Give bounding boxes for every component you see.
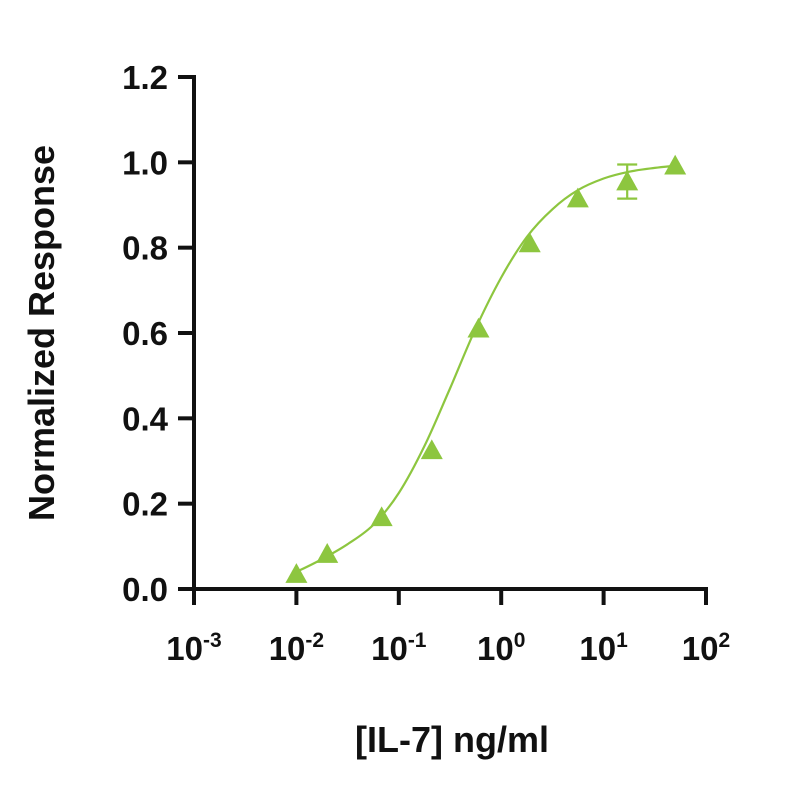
- data-point-triangle: [420, 439, 443, 460]
- x-tick-label: 102: [682, 629, 730, 667]
- x-tick-label: 101: [579, 629, 628, 667]
- fit-curve: [295, 164, 676, 573]
- data-point-triangle: [316, 543, 339, 563]
- y-tick-label: 1.0: [122, 144, 168, 181]
- y-axis-title: Normalized Response: [21, 145, 62, 521]
- data-point-triangle: [370, 506, 393, 527]
- x-tick-label: 10-1: [371, 629, 427, 667]
- data-point-triangle: [566, 187, 589, 208]
- axes: [192, 75, 708, 591]
- data-point-triangle: [518, 232, 541, 253]
- x-tick-label: 100: [477, 629, 525, 667]
- data-point-triangle: [285, 563, 308, 583]
- x-ticks: 10-3 10-2 10-1 100 101 102: [166, 589, 730, 667]
- data-point-triangle: [467, 317, 490, 338]
- y-tick-label: 0.2: [122, 486, 168, 523]
- x-axis-title: [IL-7] ng/ml: [355, 719, 549, 760]
- y-tick-label: 0.4: [122, 400, 169, 437]
- x-tick-label: 10-3: [166, 629, 221, 667]
- data-point-triangle: [664, 154, 687, 175]
- y-tick-label: 0.6: [122, 315, 168, 352]
- y-tick-label: 0.8: [122, 230, 168, 267]
- y-tick-label: 0.0: [122, 571, 168, 608]
- y-tick-label: 1.2: [122, 59, 168, 96]
- y-ticks: 0.0 0.2 0.4 0.6 0.8 1.0 1.2: [122, 59, 194, 608]
- data-points: [285, 154, 687, 583]
- data-point-triangle: [616, 170, 639, 191]
- x-tick-label: 10-2: [269, 629, 324, 667]
